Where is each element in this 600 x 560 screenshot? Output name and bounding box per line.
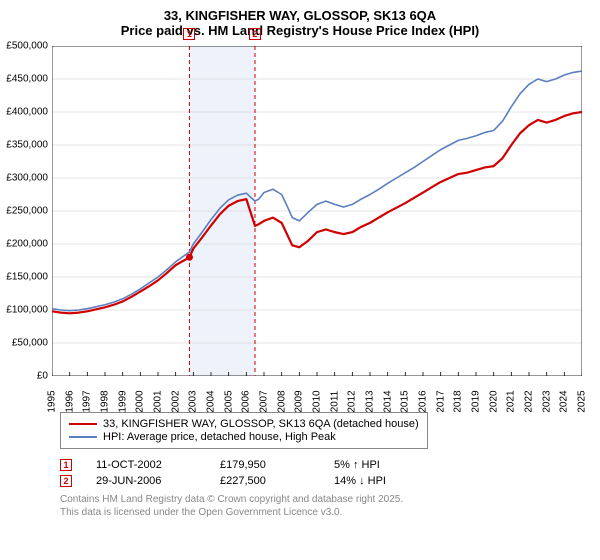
- x-tick-label: 2018: [453, 390, 464, 412]
- x-tick-label: 2019: [471, 390, 482, 412]
- x-tick-label: 2023: [541, 390, 552, 412]
- y-tick-label: £500,000: [6, 41, 48, 52]
- y-tick-label: £400,000: [6, 107, 48, 118]
- y-tick-label: £450,000: [6, 74, 48, 85]
- x-tick-label: 2006: [241, 390, 252, 412]
- x-tick-label: 2009: [294, 390, 305, 412]
- x-tick-label: 2025: [577, 390, 588, 412]
- x-tick-label: 1997: [82, 390, 93, 412]
- x-tick-label: 2017: [435, 390, 446, 412]
- x-tick-label: 2001: [153, 390, 164, 412]
- x-tick-label: 2000: [135, 390, 146, 412]
- credits-line2: This data is licensed under the Open Gov…: [60, 506, 590, 519]
- legend-swatch: [69, 436, 97, 438]
- chart-marker: 1: [183, 28, 195, 40]
- x-tick-label: 2022: [524, 390, 535, 412]
- y-tick-label: £0: [37, 371, 48, 382]
- x-tick-label: 2003: [188, 390, 199, 412]
- y-tick-label: £300,000: [6, 173, 48, 184]
- tx-note: 14% ↓ HPI: [334, 475, 386, 487]
- legend-item: 33, KINGFISHER WAY, GLOSSOP, SK13 6QA (d…: [69, 418, 419, 430]
- legend-item: HPI: Average price, detached house, High…: [69, 431, 419, 443]
- legend-label: HPI: Average price, detached house, High…: [103, 431, 336, 443]
- x-tick-label: 2012: [347, 390, 358, 412]
- chart-title-block: 33, KINGFISHER WAY, GLOSSOP, SK13 6QA Pr…: [10, 8, 590, 38]
- x-tick-label: 2013: [365, 390, 376, 412]
- x-tick-label: 1996: [64, 390, 75, 412]
- x-tick-label: 2016: [418, 390, 429, 412]
- x-tick-label: 1998: [100, 390, 111, 412]
- x-tick-label: 1995: [47, 390, 58, 412]
- tx-price: £179,950: [220, 459, 310, 471]
- x-tick-label: 1999: [117, 390, 128, 412]
- x-tick-label: 2004: [206, 390, 217, 412]
- x-tick-label: 2021: [506, 390, 517, 412]
- title-line1: 33, KINGFISHER WAY, GLOSSOP, SK13 6QA: [10, 8, 590, 23]
- x-tick-label: 2015: [400, 390, 411, 412]
- y-tick-label: £200,000: [6, 239, 48, 250]
- tx-date: 29-JUN-2006: [96, 475, 196, 487]
- y-tick-label: £100,000: [6, 305, 48, 316]
- x-tick-label: 2020: [488, 390, 499, 412]
- transactions-list: 1 11-OCT-2002 £179,950 5% ↑ HPI 2 29-JUN-2006…: [10, 459, 590, 487]
- y-tick-label: £350,000: [6, 140, 48, 151]
- line-chart-svg: [52, 46, 582, 376]
- transaction-row: 2 29-JUN-2006 £227,500 14% ↓ HPI: [60, 475, 590, 487]
- chart-marker: 2: [249, 28, 261, 40]
- x-tick-label: 2007: [259, 390, 270, 412]
- credits-line1: Contains HM Land Registry data © Crown c…: [60, 493, 590, 506]
- legend-swatch: [69, 423, 97, 425]
- tx-marker: 1: [60, 459, 72, 471]
- x-tick-label: 2024: [559, 390, 570, 412]
- legend-label: 33, KINGFISHER WAY, GLOSSOP, SK13 6QA (d…: [103, 418, 419, 430]
- x-tick-label: 2002: [170, 390, 181, 412]
- title-line2: Price paid vs. HM Land Registry's House …: [10, 23, 590, 38]
- x-tick-label: 2014: [382, 390, 393, 412]
- x-tick-label: 2005: [223, 390, 234, 412]
- legend: 33, KINGFISHER WAY, GLOSSOP, SK13 6QA (d…: [60, 412, 428, 449]
- y-tick-label: £150,000: [6, 272, 48, 283]
- credits: Contains HM Land Registry data © Crown c…: [60, 493, 590, 519]
- x-tick-label: 2010: [312, 390, 323, 412]
- tx-date: 11-OCT-2002: [96, 459, 196, 471]
- tx-note: 5% ↑ HPI: [334, 459, 380, 471]
- y-tick-label: £50,000: [12, 338, 48, 349]
- tx-marker: 2: [60, 475, 72, 487]
- tx-price: £227,500: [220, 475, 310, 487]
- chart-area: £0£50,000£100,000£150,000£200,000£250,00…: [52, 46, 582, 376]
- x-tick-label: 2008: [276, 390, 287, 412]
- y-tick-label: £250,000: [6, 206, 48, 217]
- transaction-row: 1 11-OCT-2002 £179,950 5% ↑ HPI: [60, 459, 590, 471]
- x-tick-label: 2011: [329, 391, 340, 413]
